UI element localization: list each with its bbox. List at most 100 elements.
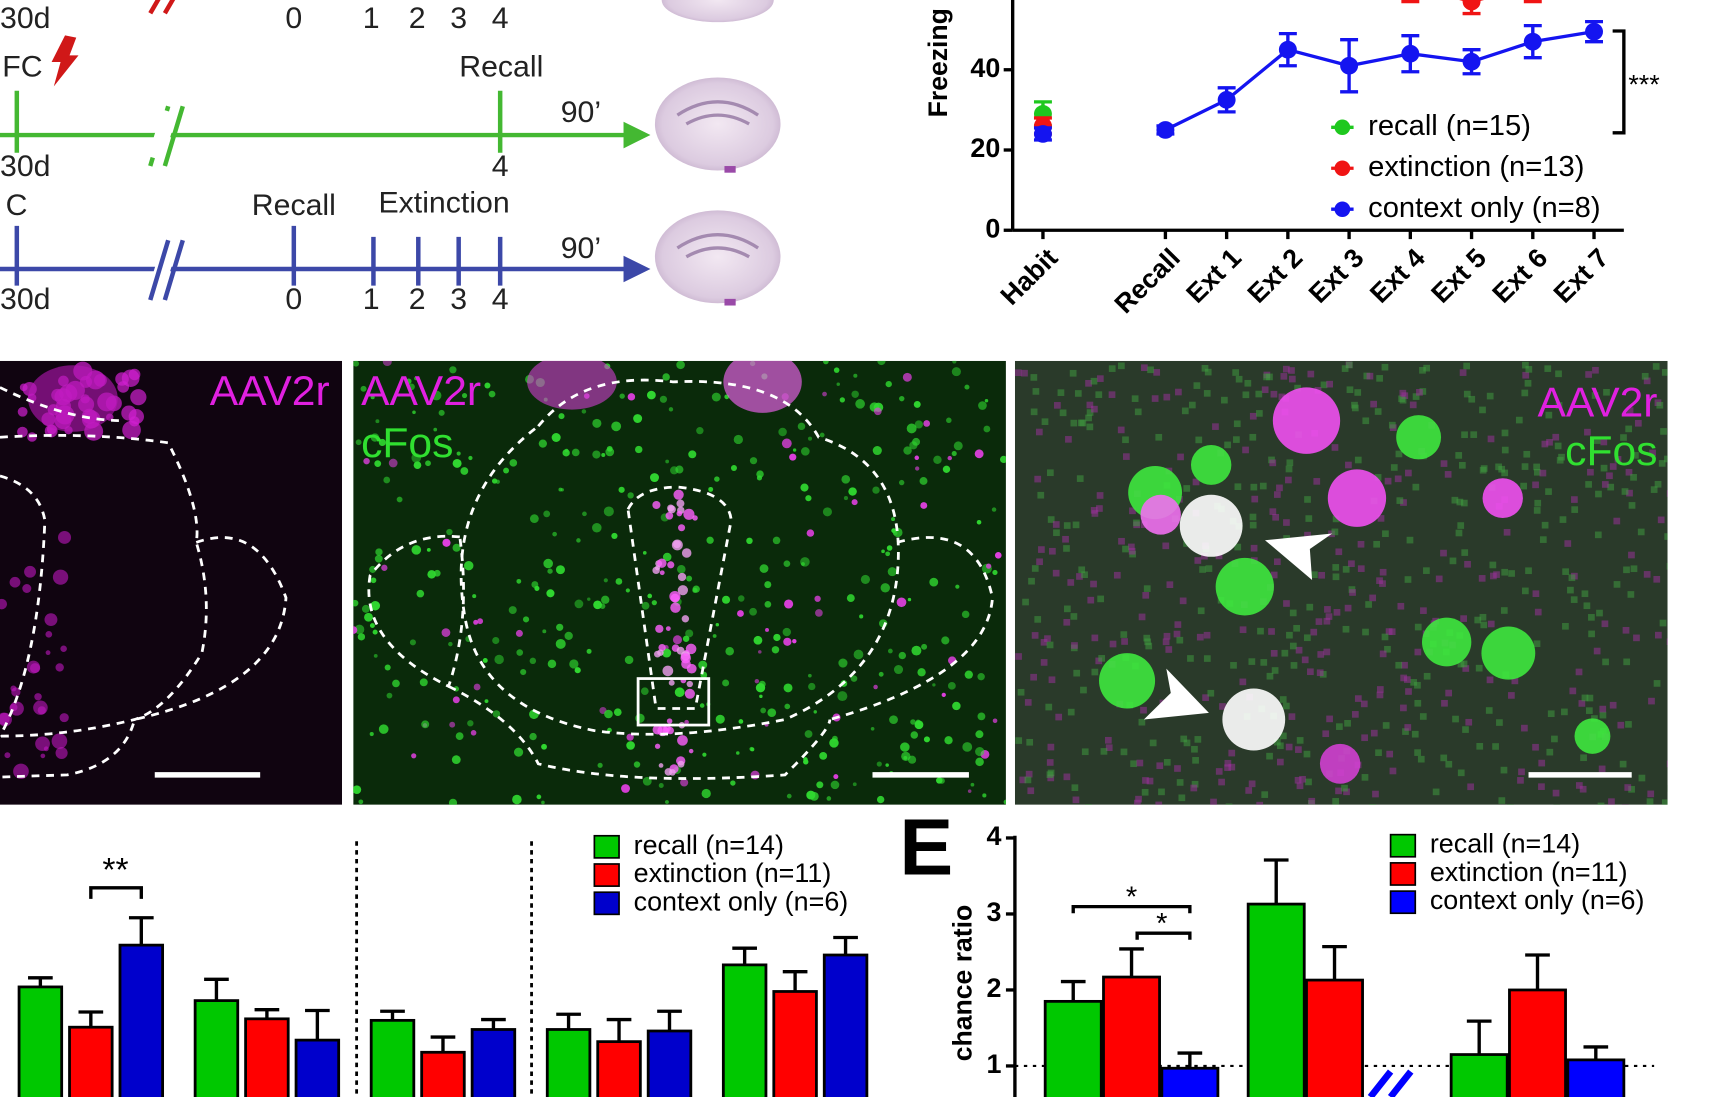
noise [1135, 795, 1142, 803]
noise [1162, 638, 1170, 646]
cell [59, 713, 69, 723]
noise [1183, 485, 1191, 492]
noise [1249, 412, 1257, 420]
noise [1158, 788, 1165, 796]
noise [1163, 632, 1171, 640]
phase-label: FC [2, 51, 42, 84]
cell [455, 732, 464, 740]
noise [1255, 410, 1263, 417]
cell [546, 589, 555, 598]
cell [370, 433, 380, 442]
brain-section [654, 77, 781, 171]
noise [1331, 528, 1339, 536]
noise [1357, 540, 1365, 548]
cell [1140, 494, 1181, 535]
cell [494, 654, 504, 665]
noise [1553, 804, 1561, 805]
noise [1405, 469, 1412, 477]
cell [669, 769, 676, 776]
noise [1455, 452, 1463, 459]
cell [915, 466, 920, 471]
noise [1545, 488, 1552, 495]
noise [1032, 388, 1040, 395]
cell [627, 393, 636, 401]
noise [1269, 508, 1277, 515]
noise [1268, 628, 1275, 635]
cell [898, 479, 905, 486]
noise [1457, 660, 1465, 668]
noise [1310, 628, 1318, 636]
cell [649, 473, 660, 482]
noise [1293, 624, 1301, 632]
cell [571, 448, 580, 457]
noise [1203, 390, 1211, 397]
noise [1121, 638, 1128, 645]
legend-swatch [593, 834, 620, 859]
noise [1479, 406, 1486, 414]
data-point [1156, 121, 1175, 139]
cell [885, 551, 891, 557]
cell [733, 434, 743, 445]
noise [1174, 621, 1182, 628]
significance-bracket [89, 886, 143, 899]
noise [1423, 567, 1430, 574]
cell [473, 619, 479, 625]
noise [1552, 789, 1560, 797]
noise [1626, 489, 1633, 497]
noise [1087, 596, 1095, 604]
cell [611, 421, 622, 432]
noise [1304, 496, 1311, 503]
noise [1470, 431, 1478, 438]
noise [1117, 362, 1125, 370]
bar [118, 943, 165, 1097]
noise [1609, 701, 1617, 709]
noise [1603, 388, 1610, 396]
noise [1399, 389, 1407, 397]
noise [1486, 392, 1494, 400]
cell [456, 451, 461, 456]
noise [1365, 601, 1372, 608]
noise [1015, 653, 1022, 660]
cell [764, 601, 772, 608]
cell [677, 735, 688, 746]
cell [859, 614, 864, 619]
noise [1331, 444, 1339, 451]
cell [569, 659, 579, 669]
noise [1515, 416, 1523, 424]
cell [797, 422, 806, 431]
cell [369, 565, 377, 573]
noise [1462, 726, 1469, 733]
noise [1044, 635, 1051, 642]
significance-bracket [1612, 29, 1626, 135]
noise [1221, 396, 1228, 404]
noise [1248, 780, 1256, 788]
noise [1096, 375, 1104, 382]
cell [783, 637, 792, 646]
noise [1667, 785, 1668, 792]
noise [1423, 364, 1431, 372]
noise [1507, 804, 1514, 805]
noise [1332, 798, 1340, 805]
noise [1118, 537, 1125, 545]
noise [1664, 455, 1668, 463]
cell [782, 627, 792, 637]
noise [1149, 739, 1157, 747]
phase-label: Recall [252, 189, 336, 222]
cell [915, 719, 921, 725]
noise [1270, 571, 1278, 579]
noise [1251, 495, 1259, 503]
region-outline [0, 474, 47, 737]
day-point: 1 [363, 283, 380, 316]
cell [921, 643, 928, 650]
cell [932, 683, 936, 687]
cell [975, 730, 984, 739]
error-bar [782, 970, 808, 992]
noise [1648, 697, 1655, 705]
cell [452, 458, 462, 468]
noise [1666, 490, 1668, 497]
cell [975, 746, 985, 757]
noise [1475, 664, 1483, 672]
cell [491, 478, 498, 484]
cell [876, 795, 885, 804]
cell [839, 397, 845, 403]
